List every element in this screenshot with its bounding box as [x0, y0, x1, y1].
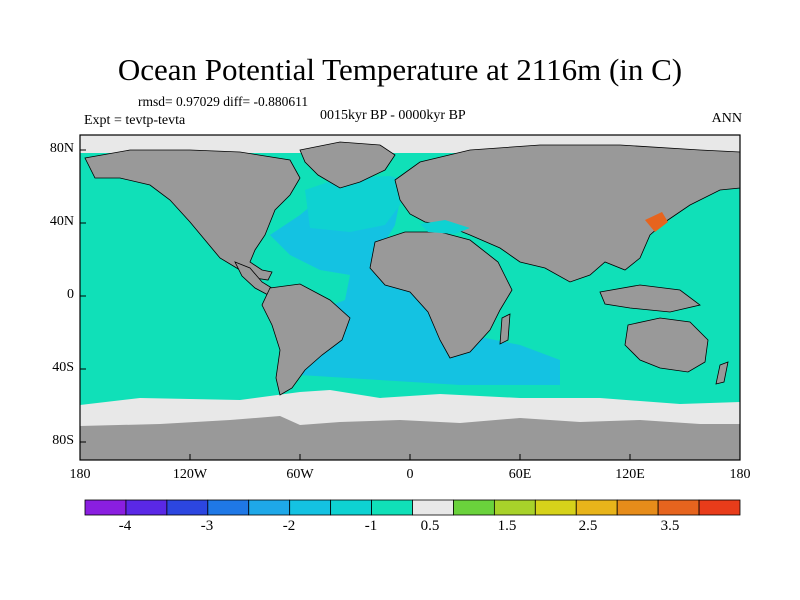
- colorbar-tick-label: -1: [364, 518, 378, 534]
- colorbar-swatch: [248, 499, 291, 516]
- x-tick-label: 120E: [615, 467, 645, 482]
- australia: [624, 317, 709, 373]
- madagascar: [499, 313, 511, 345]
- x-tick-label: 60W: [286, 467, 314, 482]
- x-tick-label: 180: [729, 467, 751, 482]
- colorbar-swatch: [412, 499, 454, 516]
- sea-of-japan-anomaly: [645, 212, 668, 232]
- map-panel: [79, 134, 741, 461]
- new-zealand: [715, 361, 729, 385]
- colorbar-swatch: [657, 499, 700, 516]
- y-tick-label: 0: [67, 287, 74, 302]
- north-america: [84, 149, 301, 281]
- x-tick-label: 180: [69, 467, 91, 482]
- maritime-continent: [599, 284, 701, 313]
- greenland: [299, 141, 396, 189]
- y-tick-label: 80S: [52, 433, 74, 448]
- colorbar-swatch: [698, 499, 741, 516]
- colorbar-swatch: [616, 499, 659, 516]
- southern-ocean-no-change: [80, 390, 740, 428]
- colorbar-tick-label: 1.5: [497, 518, 517, 534]
- colorbar-tick-label: -2: [282, 518, 296, 534]
- y-tick-label: 40S: [52, 360, 74, 375]
- colorbar-tick-label: 3.5: [660, 518, 680, 534]
- colorbar-tick-label: -4: [118, 518, 132, 534]
- colorbar-swatch: [207, 499, 250, 516]
- axis-ticks: [79, 149, 741, 460]
- colorbar-swatch: [166, 499, 209, 516]
- africa: [369, 231, 513, 359]
- x-tick-label: 120W: [172, 467, 208, 482]
- mediterranean-sea: [420, 220, 470, 234]
- colorbar-swatch: [453, 499, 495, 516]
- colorbar-tick-label: 0.5: [420, 518, 440, 534]
- south-america: [261, 283, 351, 396]
- colorbar-swatch: [575, 499, 618, 516]
- colorbar-swatch: [371, 499, 413, 516]
- stats-label: rmsd= 0.97029 diff= -0.880611: [138, 94, 309, 109]
- y-tick-label: 40N: [49, 214, 74, 229]
- colorbar-swatch: [84, 499, 127, 516]
- y-tick-label: 80N: [49, 141, 74, 156]
- colorbar-swatch: [289, 499, 332, 516]
- period-label: 0015kyr BP - 0000kyr BP: [320, 108, 466, 123]
- colorbar-swatch: [330, 499, 372, 516]
- colorbar: [84, 499, 741, 516]
- colorbar-swatch: [493, 499, 536, 516]
- colorbar-swatch: [125, 499, 168, 516]
- north-atlantic-region: [305, 176, 405, 232]
- x-tick-label: 60E: [508, 467, 532, 482]
- map-title: Ocean Potential Temperature at 2116m (in…: [117, 52, 683, 87]
- x-tick-label: 0: [406, 467, 414, 482]
- colorbar-tick-label: 2.5: [578, 518, 598, 534]
- colorbar-swatch: [534, 499, 577, 516]
- colorbar-tick-label: -3: [200, 518, 214, 534]
- antarctica: [80, 416, 740, 460]
- season-label: ANN: [711, 111, 742, 126]
- experiment-label: Expt = tevtp-tevta: [84, 113, 186, 128]
